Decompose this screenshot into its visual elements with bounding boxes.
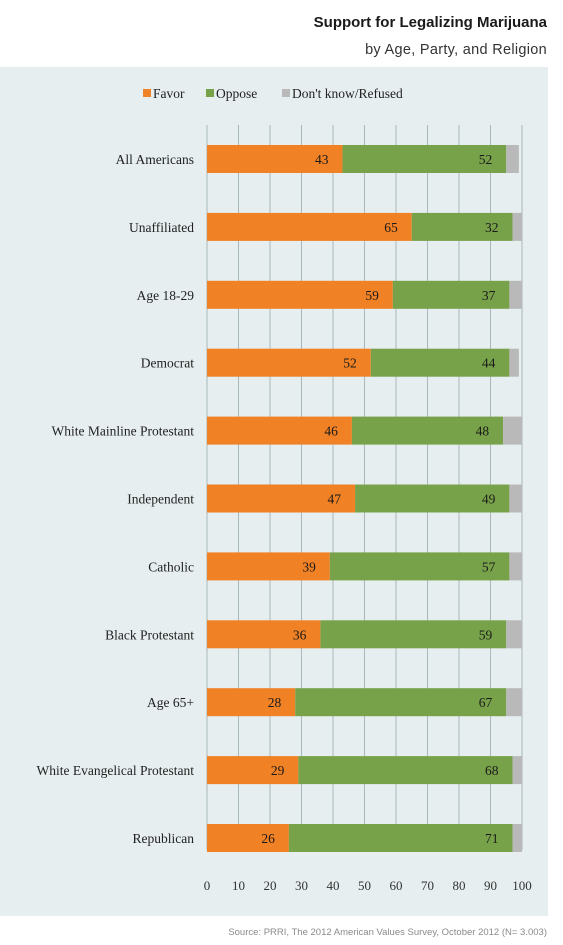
bar-don-t-know-refused xyxy=(509,280,522,309)
category-label: White Mainline Protestant xyxy=(52,424,195,439)
legend-label: Oppose xyxy=(216,86,257,101)
data-label: 57 xyxy=(482,559,496,574)
bar-favor xyxy=(207,484,356,513)
category-label: Age 18-29 xyxy=(137,288,195,303)
bar-favor xyxy=(207,212,412,241)
legend-swatch-don-t-know-refused xyxy=(282,89,290,97)
legend-label: Don't know/Refused xyxy=(292,86,403,101)
x-tick-label: 10 xyxy=(232,878,245,893)
data-label: 68 xyxy=(485,763,499,778)
data-label: 59 xyxy=(365,288,379,303)
bar-oppose xyxy=(298,756,513,785)
data-label: 37 xyxy=(482,288,496,303)
data-label: 44 xyxy=(482,356,496,371)
data-label: 59 xyxy=(479,627,493,642)
chart-panel: 0 10 20 30 40 50 60 70 80 90 100 Favor Oppose Don't k… xyxy=(0,67,548,916)
legend-label: Favor xyxy=(153,86,185,101)
data-label: 26 xyxy=(261,831,275,846)
bar-oppose xyxy=(320,620,507,649)
x-tick-label: 60 xyxy=(390,878,403,893)
legend-swatch-favor xyxy=(143,89,151,97)
category-label: Republican xyxy=(133,831,195,846)
bar-don-t-know-refused xyxy=(506,620,522,649)
data-label: 32 xyxy=(485,220,499,235)
data-label: 39 xyxy=(302,559,316,574)
bar-favor xyxy=(207,145,343,173)
data-label: 52 xyxy=(343,356,357,371)
bar-oppose xyxy=(288,824,513,852)
bar-favor xyxy=(207,756,299,785)
data-label: 43 xyxy=(315,152,329,167)
bar-don-t-know-refused xyxy=(509,484,522,513)
bar-don-t-know-refused xyxy=(512,212,522,241)
stacked-bar-chart: 0 10 20 30 40 50 60 70 80 90 100 Favor Oppose Don't k… xyxy=(37,86,532,893)
x-tick-label: 50 xyxy=(358,878,371,893)
x-tick-label: 40 xyxy=(327,878,340,893)
bar-favor xyxy=(207,348,371,377)
data-label: 71 xyxy=(485,831,499,846)
bar-don-t-know-refused xyxy=(506,145,519,173)
data-label: 49 xyxy=(482,492,496,507)
category-label: All Americans xyxy=(116,152,194,167)
legend-swatch-oppose xyxy=(206,89,214,97)
bar-oppose xyxy=(329,552,510,581)
category-label: Black Protestant xyxy=(105,627,194,642)
bar-favor xyxy=(207,416,352,445)
bar-oppose xyxy=(411,212,513,241)
data-label: 47 xyxy=(328,492,342,507)
category-label: Catholic xyxy=(148,559,194,574)
category-label: Unaffiliated xyxy=(129,220,194,235)
x-tick-label: 100 xyxy=(512,878,532,893)
x-tick-label: 0 xyxy=(204,878,211,893)
data-label: 52 xyxy=(479,152,493,167)
category-label: Age 65+ xyxy=(147,695,194,710)
chart-title: Support for Legalizing Marijuana xyxy=(313,14,547,31)
data-label: 29 xyxy=(271,763,285,778)
x-tick-label: 70 xyxy=(421,878,434,893)
bar-favor xyxy=(207,824,289,852)
data-label: 48 xyxy=(476,424,490,439)
bar-oppose xyxy=(342,145,507,173)
bar-don-t-know-refused xyxy=(503,416,522,445)
x-tick-label: 90 xyxy=(484,878,497,893)
bar-don-t-know-refused xyxy=(512,756,522,785)
bar-favor xyxy=(207,620,321,649)
bar-don-t-know-refused xyxy=(509,348,519,377)
bar-favor xyxy=(207,552,330,581)
bar-oppose xyxy=(392,280,510,309)
category-label: Democrat xyxy=(141,356,194,371)
bar-oppose xyxy=(355,484,510,513)
data-label: 46 xyxy=(324,424,338,439)
data-label: 65 xyxy=(384,220,398,235)
x-tick-label: 80 xyxy=(453,878,466,893)
bar-favor xyxy=(207,280,393,309)
bar-oppose xyxy=(370,348,510,377)
bar-don-t-know-refused xyxy=(512,824,522,852)
bar-don-t-know-refused xyxy=(506,688,522,717)
data-label: 67 xyxy=(479,695,493,710)
bar-favor xyxy=(207,688,296,717)
bar-oppose xyxy=(295,688,507,717)
category-label: White Evangelical Protestant xyxy=(37,763,195,778)
x-tick-label: 20 xyxy=(264,878,277,893)
bar-oppose xyxy=(351,416,504,445)
data-label: 28 xyxy=(268,695,282,710)
category-label: Independent xyxy=(127,492,194,507)
source-note: Source: PRRI, The 2012 American Values S… xyxy=(228,927,547,938)
bar-don-t-know-refused xyxy=(509,552,522,581)
chart-subtitle: by Age, Party, and Religion xyxy=(365,42,547,58)
data-label: 36 xyxy=(293,627,307,642)
x-tick-label: 30 xyxy=(295,878,308,893)
